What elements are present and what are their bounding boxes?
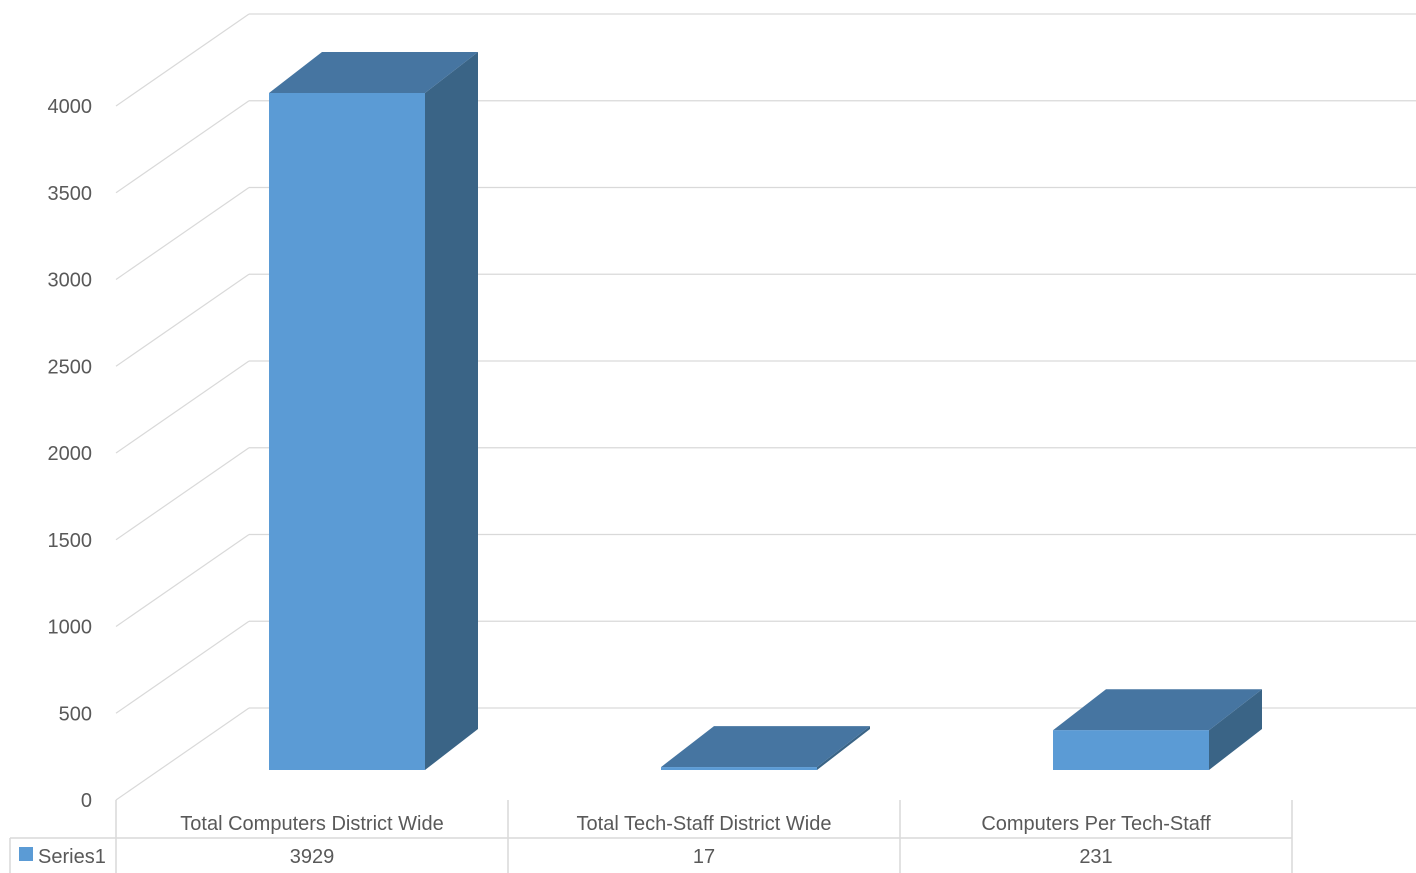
bar-top [661,726,870,768]
category-label: Computers Per Tech-Staff [981,813,1211,835]
bar-top [269,52,478,93]
data-value-label: 231 [1079,846,1112,868]
category-label: Total Tech-Staff District Wide [577,813,832,835]
gridline-diagonal [115,187,250,280]
gridline-diagonal [115,447,250,541]
bars [269,52,1262,770]
gridline-diagonal [115,360,250,454]
gridline-diagonal [115,707,250,801]
bar-side [425,52,478,770]
y-tick-label: 0 [81,790,92,812]
legend-series-label: Series1 [38,846,106,868]
y-tick-label: 2000 [48,443,93,465]
bar-front [269,93,425,770]
bar-top [1053,689,1262,731]
gridline-diagonal [115,620,250,714]
y-tick-label: 4000 [48,96,93,118]
y-tick-label: 3000 [48,270,93,292]
data-value-label: 17 [693,846,715,868]
y-tick-label: 1500 [48,530,93,552]
y-tick-label: 3500 [48,183,93,205]
gridline-diagonal [115,100,250,194]
y-tick-label: 2500 [48,356,93,378]
y-tick-label: 1000 [48,617,93,639]
bar [661,726,870,770]
category-label: Total Computers District Wide [180,813,443,835]
bar [269,52,478,770]
bar [1053,689,1262,770]
y-axis: 0 500 1000 1500 2000 2500 3000 3500 4000 [48,96,93,812]
gridline-diagonal [115,273,250,367]
gridline-diagonal [115,534,250,627]
bar-side [1209,689,1262,770]
y-tick-label: 500 [59,703,92,725]
gridline-diagonal [115,13,250,107]
legend-swatch [19,847,33,861]
bar-front [661,767,817,770]
bar-side [817,726,870,770]
data-value-label: 3929 [290,846,335,868]
data-table: Total Computers District Wide 3929 Total T… [9,800,1293,873]
bar-front [1053,730,1209,770]
